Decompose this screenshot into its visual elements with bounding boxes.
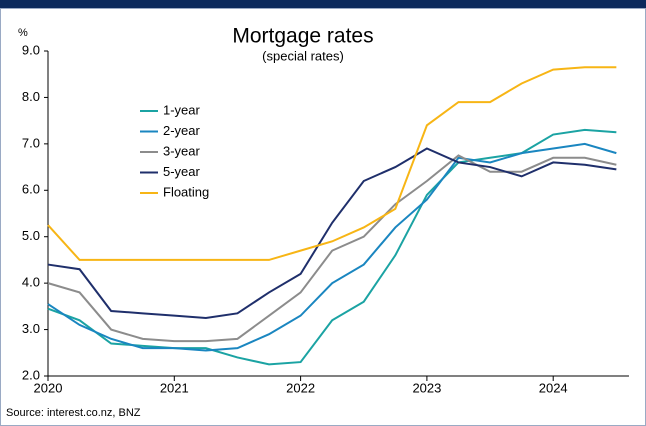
source: Source: interest.co.nz, BNZ	[6, 407, 141, 419]
y-tick-label: 7.0	[22, 135, 40, 150]
series-line	[47, 66, 617, 261]
x-tick-label: 2021	[160, 380, 189, 395]
legend-label: 2-year	[163, 123, 201, 138]
x-tick-label: 2022	[286, 380, 315, 395]
series-line	[47, 154, 617, 343]
chart-title: Mortgage rates	[232, 25, 373, 48]
series-line	[47, 147, 617, 319]
chart-subtitle: (special rates)	[262, 48, 344, 63]
y-tick-label: 6.0	[22, 182, 40, 197]
legend-label: 5-year	[163, 164, 201, 179]
series-line	[47, 128, 617, 366]
legend-label: Floating	[163, 184, 209, 199]
legend-label: 1-year	[163, 102, 201, 117]
y-axis-label: %	[18, 27, 28, 39]
y-tick-label: 5.0	[22, 228, 40, 243]
x-tick-label: 2024	[539, 380, 568, 395]
y-tick-label: 4.0	[22, 275, 40, 290]
y-tick-label: 3.0	[22, 321, 40, 336]
series-line	[47, 142, 617, 352]
legend-label: 3-year	[163, 143, 201, 158]
y-tick-label: 9.0	[22, 42, 40, 57]
y-tick-label: 2.0	[22, 367, 40, 382]
x-tick-label: 2020	[34, 380, 63, 395]
top-bar	[0, 0, 646, 8]
y-tick-label: 8.0	[22, 89, 40, 104]
x-tick-label: 2023	[412, 380, 441, 395]
